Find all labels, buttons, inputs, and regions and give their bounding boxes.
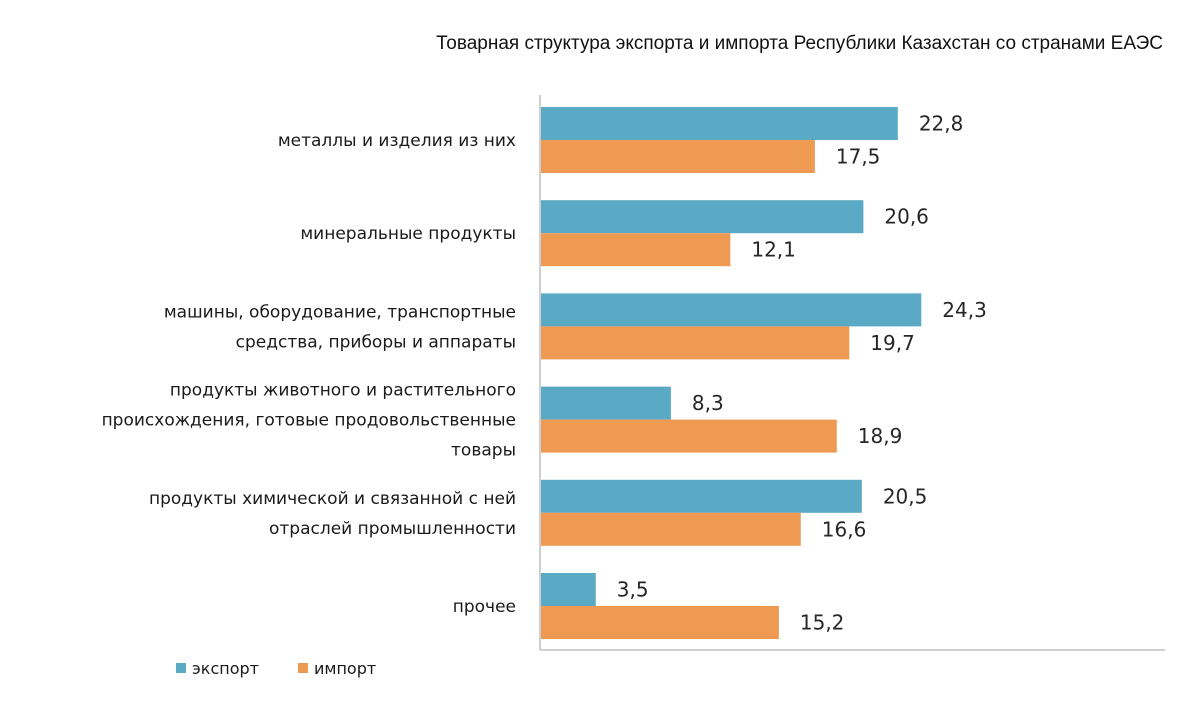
bar-импорт-0 xyxy=(541,140,815,173)
value-label-экспорт-3: 8,3 xyxy=(692,391,724,415)
value-label-экспорт-1: 20,6 xyxy=(884,205,929,229)
legend-label-экспорт: экспорт xyxy=(192,659,259,678)
category-label-2-line-1: средства, приборы и аппараты xyxy=(236,332,516,352)
value-label-импорт-0: 17,5 xyxy=(836,145,881,169)
bar-экспорт-0 xyxy=(541,107,898,140)
category-label-5-line-0: прочее xyxy=(453,597,516,617)
bar-экспорт-3 xyxy=(541,386,671,420)
bar-импорт-1 xyxy=(541,233,731,267)
bar-импорт-4 xyxy=(541,512,801,546)
legend-swatch-импорт xyxy=(298,663,308,673)
value-labels: 22,8 17,5 20,6 12,1 24,3 19,7 8,3 18,9 20,5 16,6 3… xyxy=(617,112,987,635)
category-labels: металлы и изделия из них минеральные прод… xyxy=(102,131,516,617)
bar-экспорт-1 xyxy=(541,200,864,234)
value-label-импорт-1: 12,1 xyxy=(751,238,796,262)
value-label-экспорт-5: 3,5 xyxy=(617,578,649,602)
category-label-3-line-2: товары xyxy=(451,441,516,461)
value-label-экспорт-0: 22,8 xyxy=(919,112,964,136)
legend-label-импорт: импорт xyxy=(314,659,376,678)
category-label-1-line-0: минеральные продукты xyxy=(300,224,516,244)
bar-импорт-5 xyxy=(541,606,779,639)
value-label-экспорт-4: 20,5 xyxy=(883,484,928,508)
bar-импорт-3 xyxy=(541,419,837,453)
bars-layer xyxy=(541,107,922,639)
bar-экспорт-5 xyxy=(541,573,596,606)
category-label-3-line-1: происхождения, готовые продовольственные xyxy=(102,411,516,431)
category-label-3-line-0: продукты животного и растительного xyxy=(170,381,516,401)
category-label-4-line-0: продукты химической и связанной с ней xyxy=(149,489,516,509)
category-label-0-line-0: металлы и изделия из них xyxy=(278,131,516,151)
legend-swatch-экспорт xyxy=(176,663,186,673)
bar-импорт-2 xyxy=(541,326,850,360)
value-label-импорт-4: 16,6 xyxy=(822,517,867,541)
bar-экспорт-2 xyxy=(541,293,922,327)
value-label-импорт-3: 18,9 xyxy=(858,424,903,448)
legend: экспорт импорт xyxy=(176,659,376,678)
value-label-импорт-5: 15,2 xyxy=(800,611,845,635)
category-label-4-line-1: отраслей промышленности xyxy=(269,519,516,539)
value-label-импорт-2: 19,7 xyxy=(870,331,915,355)
chart-title: Товарная структура экспорта и импорта Ре… xyxy=(436,33,1163,54)
bar-экспорт-4 xyxy=(541,479,862,513)
category-label-2-line-0: машины, оборудование, транспортные xyxy=(164,302,516,322)
value-label-экспорт-2: 24,3 xyxy=(942,298,987,322)
